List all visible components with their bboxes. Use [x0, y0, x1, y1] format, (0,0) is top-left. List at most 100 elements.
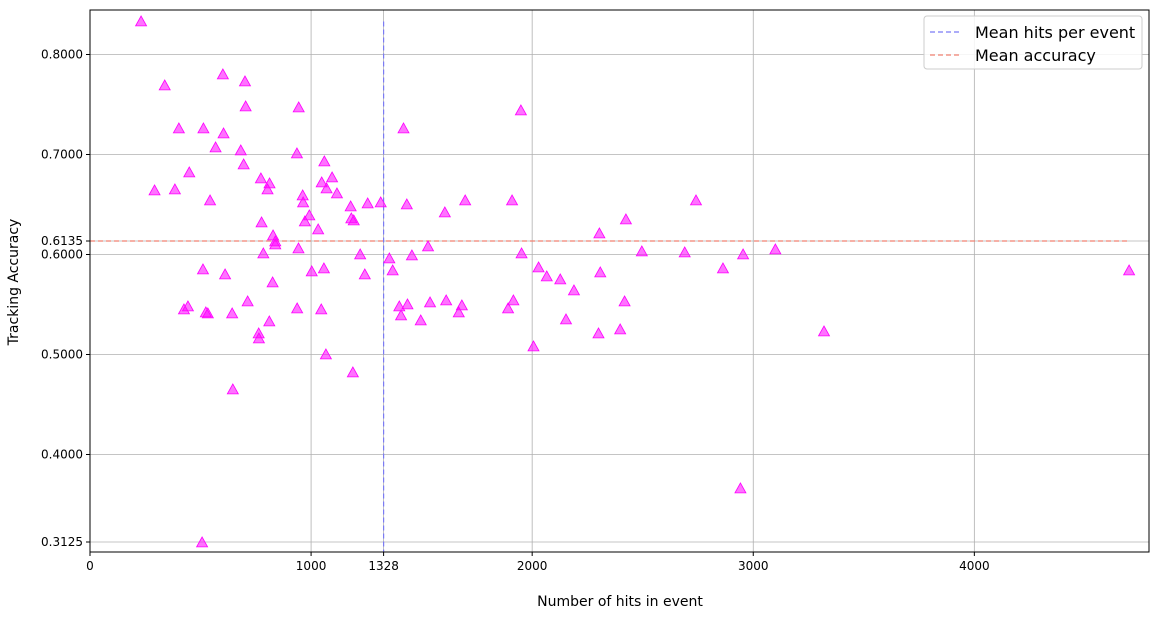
- data-point: [716, 262, 730, 274]
- data-point: [269, 235, 282, 247]
- data-point: [195, 536, 209, 548]
- x-tick-label: 0: [86, 559, 94, 573]
- data-point: [320, 182, 333, 194]
- data-point: [292, 242, 305, 254]
- data-point: [234, 144, 247, 156]
- data-point: [613, 323, 627, 335]
- x-axis-ticks: 0 1000 1328 2000 3000 4000: [86, 552, 990, 573]
- data-point: [452, 306, 465, 318]
- data-point: [330, 187, 344, 199]
- data-point: [678, 246, 691, 258]
- data-point: [254, 172, 268, 184]
- data-point: [261, 183, 274, 195]
- data-point: [421, 240, 435, 252]
- plot-frame: [89, 9, 1150, 553]
- data-point: [290, 302, 304, 314]
- data-point: [305, 265, 318, 277]
- data-point: [540, 270, 553, 282]
- data-point: [252, 332, 266, 344]
- data-point: [203, 194, 217, 206]
- data-point: [292, 101, 305, 113]
- y-tick-label: 0.7000: [41, 148, 83, 162]
- legend-label-mean-hits: Mean hits per event: [975, 23, 1135, 42]
- data-point: [218, 268, 232, 280]
- data-point: [148, 184, 161, 196]
- data-point: [1122, 264, 1136, 276]
- data-point: [532, 261, 545, 273]
- data-point: [217, 127, 230, 139]
- data-point: [196, 263, 210, 275]
- data-point: [405, 249, 419, 261]
- data-point: [559, 313, 573, 325]
- x-tick-label: 1000: [296, 559, 327, 573]
- y-tick-label: 0.4000: [41, 448, 83, 462]
- data-point: [290, 147, 304, 159]
- data-point: [317, 262, 331, 274]
- data-point: [197, 122, 210, 134]
- data-point: [374, 196, 387, 208]
- data-point: [593, 227, 606, 239]
- data-points: [134, 15, 1136, 548]
- data-point: [397, 122, 410, 134]
- data-point: [438, 206, 452, 218]
- data-point: [353, 248, 367, 260]
- data-point: [255, 216, 268, 228]
- x-tick-label: 2000: [517, 559, 548, 573]
- data-point: [394, 309, 408, 321]
- data-point: [554, 273, 567, 285]
- data-point: [594, 266, 607, 278]
- data-point: [527, 340, 540, 352]
- data-point: [226, 383, 240, 395]
- data-point: [567, 284, 581, 296]
- data-point: [181, 300, 195, 312]
- data-point: [257, 247, 270, 259]
- data-point: [769, 243, 782, 255]
- data-point: [619, 213, 633, 225]
- data-point: [423, 296, 437, 308]
- y-tick-label: 0.3125: [41, 535, 83, 549]
- data-point: [238, 75, 252, 87]
- data-point: [689, 194, 703, 206]
- data-point: [358, 268, 371, 280]
- data-point: [817, 325, 831, 337]
- data-point: [635, 245, 649, 257]
- x-tick-label: 4000: [959, 559, 990, 573]
- legend: Mean hits per event Mean accuracy: [923, 15, 1143, 70]
- x-tick-label: 3000: [738, 559, 769, 573]
- data-point: [734, 482, 747, 494]
- data-point: [318, 155, 331, 167]
- grid-lines: [89, 10, 1149, 552]
- y-tick-label: 0.6000: [41, 248, 83, 262]
- data-point: [168, 183, 182, 195]
- legend-label-mean-accuracy: Mean accuracy: [975, 46, 1096, 65]
- legend-box: [923, 15, 1143, 70]
- data-point: [263, 177, 276, 189]
- y-axis-title: Tracking Accuracy: [6, 219, 22, 347]
- data-point: [183, 166, 196, 178]
- y-tick-label: 0.8000: [41, 48, 83, 62]
- data-point: [592, 327, 605, 339]
- data-point: [501, 302, 515, 314]
- data-point: [505, 194, 519, 206]
- data-point: [383, 252, 396, 264]
- y-tick-label: 0.5000: [41, 348, 83, 362]
- data-point: [201, 307, 215, 319]
- data-point: [361, 197, 374, 209]
- data-point: [347, 214, 360, 226]
- data-point: [455, 299, 469, 311]
- data-point: [414, 314, 427, 326]
- data-point: [315, 303, 328, 315]
- data-point: [515, 247, 528, 259]
- data-point: [325, 171, 339, 183]
- data-point: [237, 158, 250, 170]
- data-point: [158, 79, 171, 91]
- data-point: [346, 366, 360, 378]
- data-point: [507, 294, 520, 306]
- data-point: [618, 295, 631, 307]
- data-point: [298, 215, 312, 227]
- data-point: [239, 100, 252, 112]
- reference-lines: [90, 21, 1130, 552]
